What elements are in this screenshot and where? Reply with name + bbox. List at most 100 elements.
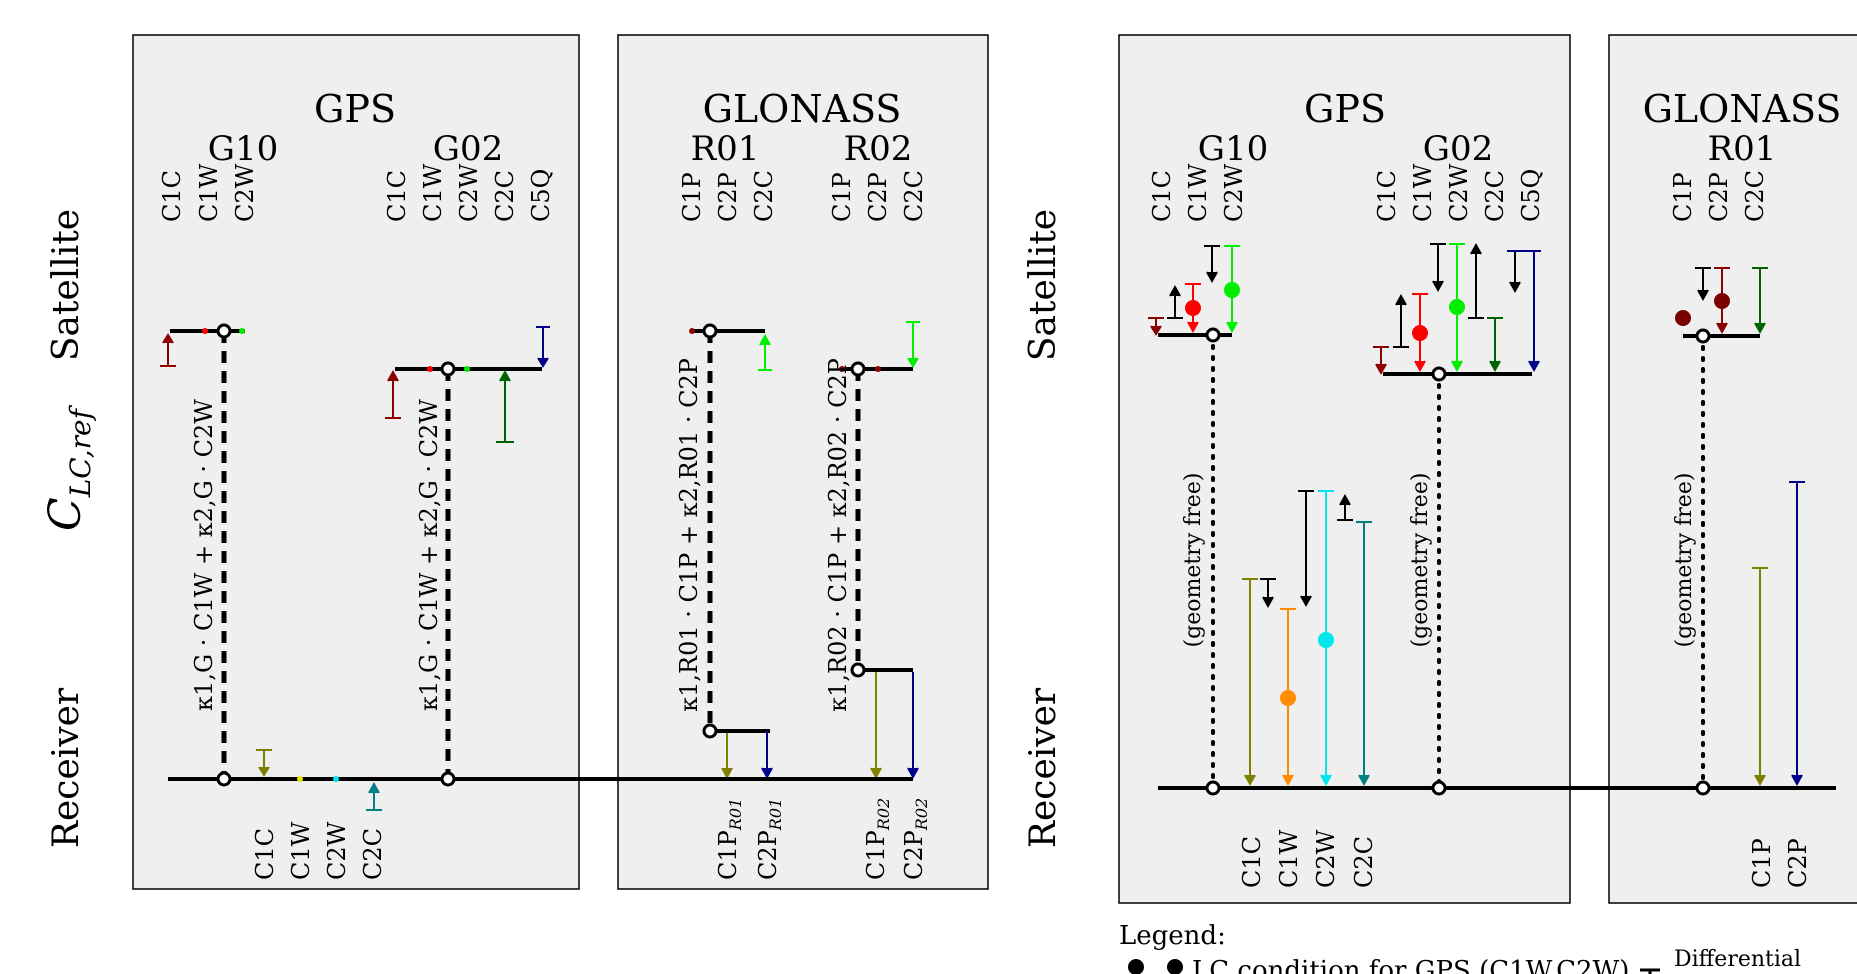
- g02-sat-node: [440, 361, 456, 377]
- right-g10-code-c1c: C1C: [1148, 170, 1176, 222]
- right-rx-c2c-arrow: [1356, 521, 1372, 787]
- right-gps-title: GPS: [1304, 87, 1386, 131]
- r02-rx-node: [850, 662, 866, 678]
- right-panel-gps: [1118, 34, 1571, 904]
- row-label-receiver: Receiver: [46, 687, 87, 848]
- right-r01-diff-1: [1695, 267, 1711, 302]
- row-label-satellite: Satellite: [46, 209, 87, 361]
- right-g02-c1c-arrow: [1373, 346, 1389, 376]
- right-r01-sat-node: [1695, 328, 1711, 344]
- right-g10-c1c-arrow: [1148, 317, 1164, 336]
- right-g10-sat-node: [1205, 327, 1221, 343]
- r01-code-c1p: C1P: [678, 172, 706, 222]
- right-g02-code-c1c: C1C: [1373, 170, 1401, 222]
- right-g10-gf-label: (geometry free): [1181, 473, 1206, 648]
- g02-c5q-arrow: [536, 326, 550, 368]
- legend-title: Legend:: [1119, 921, 1226, 951]
- svg-text:CLC,ref: CLC,ref: [40, 404, 97, 531]
- g10-dot-c2w: [239, 328, 245, 334]
- r02-code-c1p: C1P: [828, 172, 856, 222]
- rx-dot-c2w: [333, 776, 339, 782]
- legend-lc-condition: LC condition for GPS (C1W,C2W): [1192, 956, 1629, 974]
- g02-code-c5q: C5Q: [527, 169, 555, 222]
- g02-c1c-arrow: [385, 369, 401, 419]
- r01-lc-label: κ1,R01 · C1P + κ2,R01 · C2P: [675, 358, 703, 712]
- r02-sat-node: [850, 361, 866, 377]
- legend-dot-1: [1128, 959, 1144, 974]
- right-r01-code-c2c: C2C: [1741, 170, 1769, 222]
- legend-differential: Differential: [1674, 947, 1801, 972]
- r01-rx-code-c1p: C1PR01: [714, 798, 745, 880]
- r01-c2c-arrow: [758, 333, 772, 371]
- r02-dot-c1p: [839, 366, 845, 372]
- right-figure: Satellite Receiver GPS G10 G02 GLONASS R…: [1023, 34, 1857, 974]
- right-row-label-receiver: Receiver: [1023, 687, 1064, 848]
- r01-rx-code-c2p: C2PR01: [754, 798, 785, 880]
- right-r01-code-c1p: C1P: [1669, 172, 1697, 222]
- rx-c1c-arrow: [256, 749, 272, 777]
- right-g02-code-c5q: C5Q: [1517, 169, 1545, 222]
- right-rx-code-c1c: C1C: [1238, 836, 1266, 888]
- rx-code-c2w: C2W: [323, 821, 351, 880]
- right-g10-label: G10: [1198, 129, 1268, 169]
- r02-code-c2p: C2P: [864, 172, 892, 222]
- r02-rx-code-c1p: C1PR02: [862, 798, 893, 880]
- right-g02-code-c2w: C2W: [1445, 163, 1473, 222]
- right-g02-gf-label: (geometry free): [1408, 473, 1433, 648]
- panel-gps: [132, 34, 580, 890]
- right-rx-code-c2c: C2C: [1350, 836, 1378, 888]
- right-g02-code-c1w: C1W: [1409, 163, 1437, 222]
- g02-code-c2w: C2W: [455, 163, 483, 222]
- r02-c2c-arrow: [906, 321, 920, 368]
- r01-code-c2p: C2P: [714, 172, 742, 222]
- gps-title: GPS: [314, 87, 396, 131]
- left-figure: Satellite CLC,ref Receiver GPS G10 G02 G…: [40, 34, 989, 890]
- right-g10-code-c2w: C2W: [1220, 163, 1248, 222]
- right-rx-code-c1p: C1P: [1748, 838, 1776, 888]
- right-r01-c2p-dot: [1714, 293, 1730, 309]
- r02-rx-code-c2p: C2PR02: [900, 798, 931, 880]
- g02-label: G02: [433, 129, 503, 169]
- rx-code-c1w: C1W: [287, 821, 315, 880]
- right-rx-c2p-arrow: [1789, 481, 1805, 787]
- g02-c2c-arrow: [496, 369, 514, 443]
- right-rx-diff-1: [1260, 578, 1276, 609]
- right-g02-c2w-dot: [1449, 299, 1465, 315]
- right-r01-c2c-arrow: [1752, 267, 1768, 335]
- right-row-label-satellite: Satellite: [1023, 209, 1064, 361]
- right-r01-code-c2p: C2P: [1705, 172, 1733, 222]
- legend-differential-icon: [1640, 968, 1660, 974]
- right-glonass-title: GLONASS: [1643, 87, 1842, 131]
- right-g10-c1w-dot: [1185, 300, 1201, 316]
- right-r01-c1p-dot: [1675, 310, 1691, 326]
- right-g02-c2c-arrow: [1487, 317, 1503, 373]
- panel-glonass: [617, 34, 989, 890]
- r01-dot-c1p: [689, 328, 695, 334]
- right-rx-c2w-dot: [1318, 632, 1334, 648]
- rx-c2c-arrow: [366, 781, 382, 811]
- right-r01-gf-label: (geometry free): [1672, 473, 1697, 648]
- right-g10-code-c1w: C1W: [1184, 163, 1212, 222]
- g10-lc-label: κ1,G · C1W + κ2,G · C2W: [190, 399, 218, 711]
- right-g02-code-c2c: C2C: [1481, 170, 1509, 222]
- g10-code-c2w: C2W: [231, 163, 259, 222]
- r02-code-c2c: C2C: [900, 170, 928, 222]
- g02-rx-node: [440, 771, 456, 787]
- right-rx-code-c1w: C1W: [1275, 829, 1303, 888]
- g10-code-c1w: C1W: [195, 163, 223, 222]
- g02-code-c1w: C1W: [419, 163, 447, 222]
- row-label-clc: CLC,ref: [40, 404, 97, 531]
- g10-sat-node: [216, 323, 232, 339]
- r01-sat-node: [702, 323, 718, 339]
- right-g02-c5q-arrow: [1507, 250, 1541, 373]
- rx-dot-c1w: [297, 776, 303, 782]
- g10-label: G10: [208, 129, 278, 169]
- right-rx-code-c2w: C2W: [1312, 829, 1340, 888]
- r02-label: R02: [844, 129, 913, 169]
- right-g02-sat-node: [1431, 366, 1447, 382]
- glonass-title: GLONASS: [703, 87, 902, 131]
- right-g02-rx-node: [1431, 780, 1447, 796]
- g02-dot-c1w: [427, 366, 433, 372]
- g02-code-c2c: C2C: [491, 170, 519, 222]
- right-g02-diff-1: [1393, 293, 1409, 348]
